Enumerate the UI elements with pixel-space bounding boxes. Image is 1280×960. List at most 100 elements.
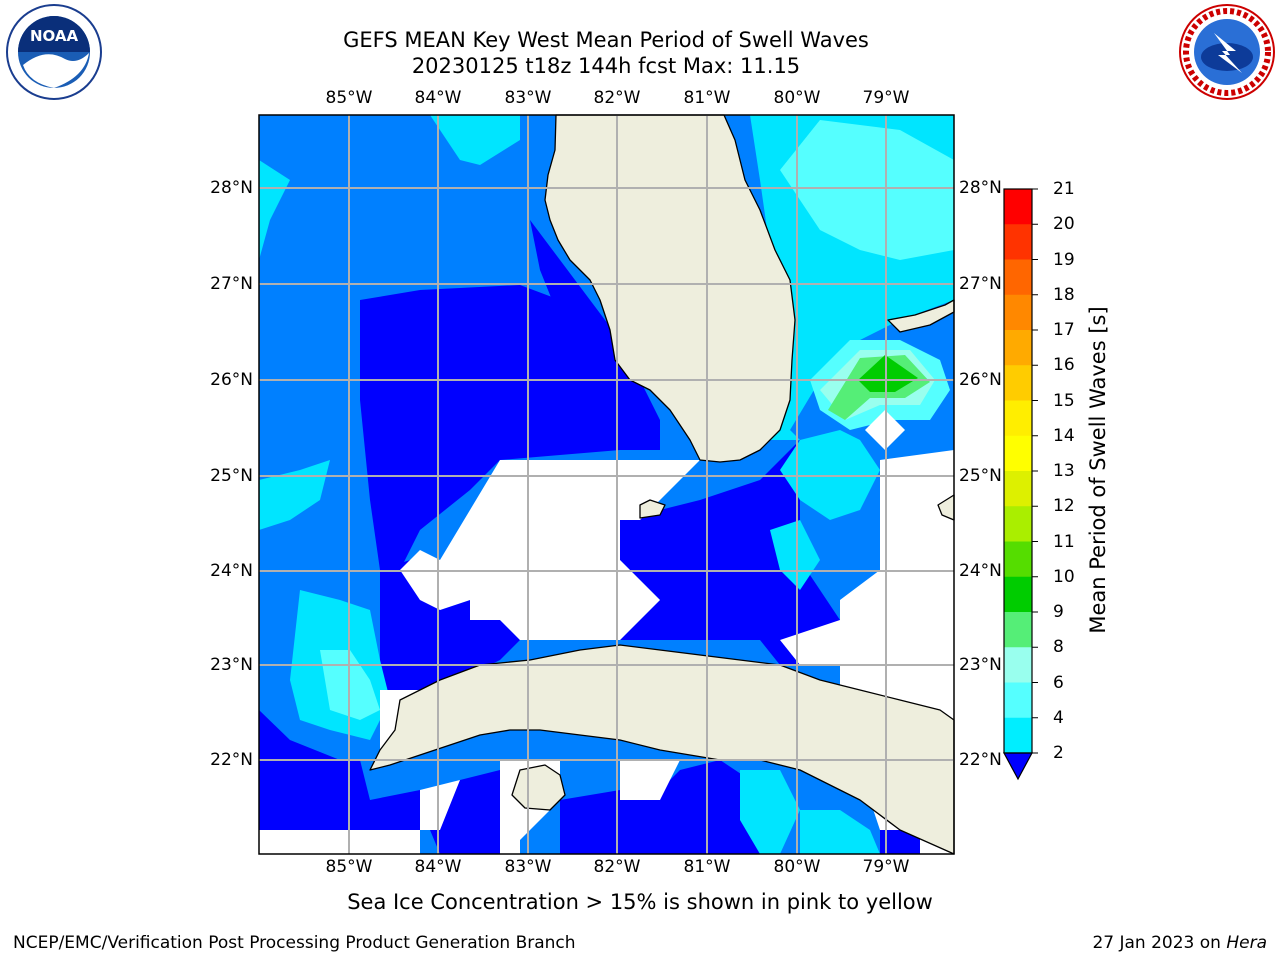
field-region-28 bbox=[420, 780, 460, 830]
colorbar-swatch-5 bbox=[1004, 365, 1032, 401]
land-masses bbox=[369, 114, 955, 855]
field-region-16 bbox=[259, 460, 330, 530]
noaa-logo: NOAA bbox=[6, 4, 102, 100]
colorbar-label-13: 8 bbox=[1053, 637, 1064, 658]
field-region-15 bbox=[770, 520, 820, 590]
colorbar-label-3: 18 bbox=[1053, 284, 1075, 305]
colorbar-label-15: 4 bbox=[1053, 707, 1064, 728]
colorbar-swatch-1 bbox=[1004, 224, 1032, 260]
lon-tick-bottom-3: 82°W bbox=[593, 857, 641, 877]
colorbar-label-7: 14 bbox=[1053, 425, 1075, 446]
colorbar-label-0: 21 bbox=[1053, 179, 1075, 199]
producer-credit: NCEP/EMC/Verification Post Processing Pr… bbox=[13, 933, 576, 953]
chart-title: GEFS MEAN Key West Mean Period of Swell … bbox=[343, 28, 869, 52]
lon-tick-bottom-1: 84°W bbox=[414, 857, 462, 877]
lat-tick-left-2: 26°N bbox=[210, 370, 253, 390]
lon-tick-bottom-4: 81°W bbox=[683, 857, 731, 877]
graticule bbox=[259, 115, 954, 854]
lat-tick-left-4: 24°N bbox=[210, 561, 253, 581]
colorbar-label-2: 19 bbox=[1053, 249, 1075, 270]
colorbar-swatch-9 bbox=[1004, 506, 1032, 542]
field-region-23 bbox=[740, 770, 800, 854]
field-region-33 bbox=[780, 620, 840, 665]
host-name: Hera bbox=[1226, 933, 1267, 953]
colorbar-label-16: 2 bbox=[1053, 743, 1064, 763]
lon-tick-bottom-2: 83°W bbox=[504, 857, 552, 877]
colorbar-swatch-13 bbox=[1004, 647, 1032, 683]
field-region-34 bbox=[620, 760, 680, 800]
colorbar bbox=[1002, 188, 1038, 781]
colorbar-label-4: 17 bbox=[1053, 320, 1075, 340]
field-region-0 bbox=[360, 285, 660, 570]
field-region-13 bbox=[858, 355, 918, 392]
field-region-31 bbox=[880, 450, 954, 570]
colorbar-label-11: 10 bbox=[1053, 566, 1075, 587]
lon-tick-bottom-5: 80°W bbox=[773, 857, 821, 877]
lon-tick-top-6: 79°W bbox=[862, 88, 910, 108]
colorbar-swatch-4 bbox=[1004, 330, 1032, 366]
run-date: 27 Jan 2023 on bbox=[1092, 933, 1227, 953]
lat-tick-right-4: 24°N bbox=[959, 561, 1002, 581]
land-florida bbox=[544, 114, 796, 463]
lat-tick-right-2: 26°N bbox=[959, 370, 1002, 390]
noaa-logo-text: NOAA bbox=[30, 27, 79, 45]
colorbar-swatch-12 bbox=[1004, 612, 1032, 648]
field-region-20 bbox=[430, 115, 520, 165]
colorbar-swatch-7 bbox=[1004, 435, 1032, 472]
colorbar-label-9: 12 bbox=[1053, 496, 1075, 517]
colorbar-label-5: 16 bbox=[1053, 355, 1075, 376]
lat-tick-right-3: 25°N bbox=[959, 466, 1002, 486]
colorbar-swatch-2 bbox=[1004, 259, 1032, 296]
forecast-subtitle: 20230125 t18z 144h fcst Max: 11.15 bbox=[411, 54, 801, 78]
lon-tick-top-0: 85°W bbox=[325, 88, 373, 108]
field-region-27 bbox=[259, 830, 420, 854]
colorbar-swatch-15 bbox=[1004, 717, 1032, 754]
lon-tick-top-5: 80°W bbox=[773, 88, 821, 108]
lon-tick-top-4: 81°W bbox=[683, 88, 731, 108]
field-region-5 bbox=[430, 770, 500, 854]
field-region-21 bbox=[800, 810, 880, 854]
lon-tick-top-1: 84°W bbox=[414, 88, 462, 108]
field-region-24 bbox=[440, 460, 700, 640]
map-border bbox=[258, 114, 955, 855]
lat-tick-right-1: 27°N bbox=[959, 274, 1002, 294]
land-island-2 bbox=[639, 499, 666, 519]
colorbar-label-1: 20 bbox=[1053, 214, 1075, 235]
field-region-17 bbox=[259, 160, 290, 260]
lon-tick-top-3: 82°W bbox=[593, 88, 641, 108]
lat-tick-left-6: 22°N bbox=[210, 750, 253, 770]
colorbar-swatch-11 bbox=[1004, 576, 1032, 613]
colorbar-label-10: 11 bbox=[1053, 531, 1075, 552]
field-region-9 bbox=[780, 120, 954, 260]
nws-logo bbox=[1179, 4, 1275, 100]
colorbar-swatch-3 bbox=[1004, 294, 1032, 331]
lat-tick-left-1: 27°N bbox=[210, 274, 253, 294]
field-region-3 bbox=[620, 440, 840, 665]
colorbar-title: Mean Period of Swell Waves [s] bbox=[1086, 306, 1110, 634]
lon-tick-bottom-6: 79°W bbox=[862, 857, 910, 877]
lat-tick-right-5: 23°N bbox=[959, 655, 1002, 675]
lon-tick-bottom-0: 85°W bbox=[325, 857, 373, 877]
lon-tick-top-2: 83°W bbox=[504, 88, 552, 108]
colorbar-label-6: 15 bbox=[1053, 390, 1075, 411]
colorbar-label-8: 13 bbox=[1053, 461, 1075, 481]
colorbar-extend-arrow bbox=[1002, 752, 1034, 781]
colorbar-label-14: 6 bbox=[1053, 672, 1064, 693]
sea-ice-note: Sea Ice Concentration > 15% is shown in … bbox=[347, 890, 933, 914]
lat-tick-left-0: 28°N bbox=[210, 178, 253, 198]
colorbar-swatch-0 bbox=[1004, 189, 1032, 225]
colorbar-swatch-14 bbox=[1004, 682, 1032, 719]
lat-tick-right-0: 28°N bbox=[959, 178, 1002, 198]
lat-tick-left-3: 25°N bbox=[210, 466, 253, 486]
field-region-4 bbox=[259, 710, 420, 830]
colorbar-swatch-8 bbox=[1004, 471, 1032, 507]
colorbar-label-12: 9 bbox=[1053, 602, 1064, 622]
lat-tick-right-6: 22°N bbox=[959, 750, 1002, 770]
field-region-1 bbox=[530, 220, 620, 380]
land-isle-of-youth bbox=[511, 764, 566, 811]
field-region-7 bbox=[880, 830, 920, 854]
field-region-25 bbox=[400, 550, 440, 610]
land-cuba bbox=[369, 644, 955, 855]
run-date-credit: 27 Jan 2023 on Hera bbox=[1092, 933, 1267, 953]
